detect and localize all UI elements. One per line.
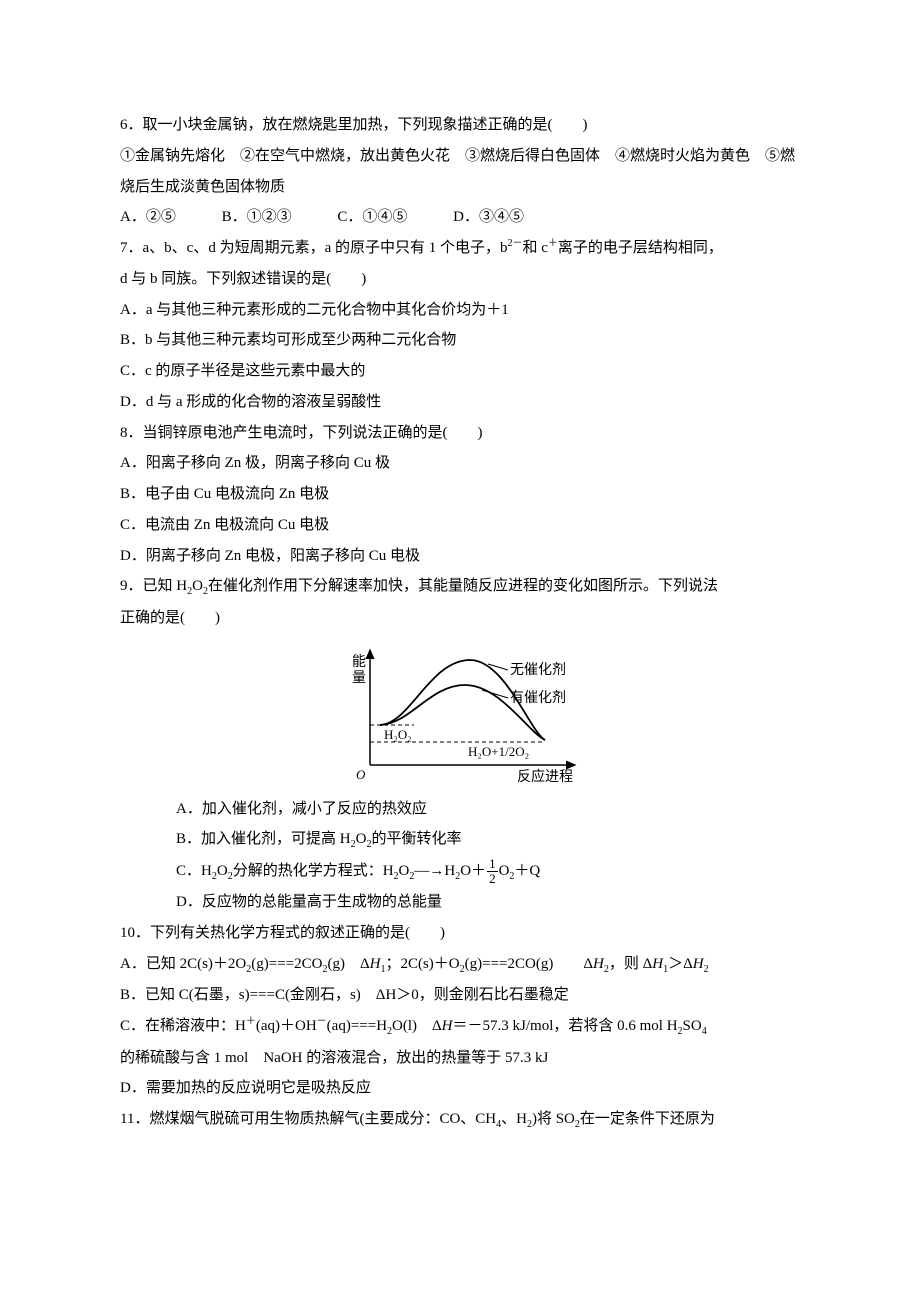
frac-n: 1 xyxy=(487,857,498,872)
q10A-sub7: 2 xyxy=(704,964,709,975)
q9-Cf: O＋ xyxy=(460,863,486,879)
q7-sup1: 2－ xyxy=(507,238,522,249)
q10-A: A．已知 2C(s)＋2O2(g)===2CO2(g) ΔH1；2C(s)＋O2… xyxy=(120,949,800,981)
q9-Ca: C．H xyxy=(176,863,212,879)
q11-c: )将 SO xyxy=(532,1111,575,1127)
q6-C: C．①④⑤ xyxy=(337,209,407,225)
svg-text:反应进程: 反应进程 xyxy=(517,768,573,785)
q9-Ch: ＋Q xyxy=(514,863,540,879)
svg-text:无催化剂: 无催化剂 xyxy=(510,662,566,678)
q10-Ac: (g) Δ xyxy=(327,956,369,972)
q9-s1c: 在催化剂作用下分解速率加快，其能量随反应进程的变化如图所示。下列说法 xyxy=(208,578,718,594)
q10C-sub3: 4 xyxy=(702,1026,707,1037)
q9-Cb: O xyxy=(217,863,228,879)
q10A-H1: H xyxy=(370,956,381,972)
q7-s1a: 7．a、b、c、d 为短周期元素，a 的原子中只有 1 个电子，b xyxy=(120,240,507,256)
q7-sup2: ＋ xyxy=(548,238,558,249)
q11-d: 在一定条件下还原为 xyxy=(580,1111,715,1127)
svg-text:量: 量 xyxy=(352,670,366,686)
q6-options: A．②⑤ B．①②③ C．①④⑤ D．③④⑤ xyxy=(120,202,800,233)
q10C-H: H xyxy=(442,1018,453,1034)
q10-D: D．需要加热的反应说明它是吸热反应 xyxy=(120,1073,800,1104)
q10C-sup2: － xyxy=(317,1016,327,1027)
q11-a: 11．燃煤烟气脱硫可用生物质热解气(主要成分：CO、CH xyxy=(120,1111,496,1127)
exam-page: 6．取一小块金属钠，放在燃烧匙里加热，下列现象描述正确的是( ) ①金属钠先熔化… xyxy=(0,0,920,1196)
energy-diagram-svg: 能量 无催化剂有催化剂 H₂O₂ H₂O+1/2O₂ O 反应进程 xyxy=(330,640,590,790)
q9-Ce: ―→H xyxy=(414,863,455,879)
q10-stem: 10．下列有关热化学方程式的叙述正确的是( ) xyxy=(120,918,800,949)
q6-stem: 6．取一小块金属钠，放在燃烧匙里加热，下列现象描述正确的是( ) xyxy=(120,110,800,141)
q7-D: D．d 与 a 形成的化合物的溶液呈弱酸性 xyxy=(120,387,800,418)
q10-Ae: (g)===2CO(g) Δ xyxy=(465,956,593,972)
q10-Ce: ＝－57.3 kJ/mol，若将含 0.6 mol H xyxy=(453,1018,678,1034)
q10-Cf: SO xyxy=(683,1018,702,1034)
q9-Bb: O xyxy=(356,831,367,847)
q10-Ab: (g)===2CO xyxy=(251,956,322,972)
q11-stem: 11．燃煤烟气脱硫可用生物质热解气(主要成分：CO、CH4、H2)将 SO2在一… xyxy=(120,1104,800,1136)
q9-B: B．加入催化剂，可提高 H2O2的平衡转化率 xyxy=(176,824,800,856)
q9-s1a: 9．已知 H xyxy=(120,578,187,594)
svg-text:有催化剂: 有催化剂 xyxy=(510,690,566,706)
q10-Ag: ＞Δ xyxy=(668,956,693,972)
q10A-H1b: H xyxy=(652,956,663,972)
q10-C-line1: C．在稀溶液中：H＋(aq)＋OH－(aq)===H2O(l) ΔH＝－57.3… xyxy=(120,1011,800,1043)
q9-Cd: O xyxy=(399,863,410,879)
svg-text:O: O xyxy=(356,767,366,782)
q9-C-frac: 12 xyxy=(487,857,498,885)
q6-A: A．②⑤ xyxy=(120,209,176,225)
q7-C: C．c 的原子半径是这些元素中最大的 xyxy=(120,356,800,387)
q7-A: A．a 与其他三种元素形成的二元化合物中其化合价均为＋1 xyxy=(120,295,800,326)
q10-Ca: C．在稀溶液中：H xyxy=(120,1018,246,1034)
q9-Cg: O xyxy=(499,863,510,879)
q9-stem-line2: 正确的是( ) xyxy=(120,603,800,634)
q10A-H2: H xyxy=(593,956,604,972)
q9-D: D．反应物的总能量高于生成物的总能量 xyxy=(176,887,800,918)
q6-enum: ①金属钠先熔化 ②在空气中燃烧，放出黄色火花 ③燃烧后得白色固体 ④燃烧时火焰为… xyxy=(120,141,800,203)
q9-Cc: 分解的热化学方程式：H xyxy=(233,863,394,879)
q10-Aa: A．已知 2C(s)＋2O xyxy=(120,956,246,972)
q10-Af: ，则 Δ xyxy=(609,956,652,972)
q7-s1c: 离子的电子层结构相同， xyxy=(558,240,723,256)
q10-Ad: ；2C(s)＋O xyxy=(385,956,459,972)
svg-text:能: 能 xyxy=(352,654,366,670)
q8-A: A．阳离子移向 Zn 极，阴离子移向 Cu 极 xyxy=(120,448,800,479)
q7-s1b: 和 c xyxy=(522,240,547,256)
frac-d: 2 xyxy=(487,872,498,886)
q9-A: A．加入催化剂，减小了反应的热效应 xyxy=(176,794,800,825)
svg-text:H₂O+1/2O₂: H₂O+1/2O₂ xyxy=(468,744,529,759)
q6-D: D．③④⑤ xyxy=(453,209,524,225)
q9-options: A．加入催化剂，减小了反应的热效应 B．加入催化剂，可提高 H2O2的平衡转化率… xyxy=(120,794,800,919)
q7-stem-line1: 7．a、b、c、d 为短周期元素，a 的原子中只有 1 个电子，b2－和 c＋离… xyxy=(120,233,800,264)
q9-diagram: 能量 无催化剂有催化剂 H₂O₂ H₂O+1/2O₂ O 反应进程 xyxy=(120,640,800,790)
q9-C: C．H2O2分解的热化学方程式：H2O2―→H2O＋12O2＋Q xyxy=(176,856,800,888)
q7-B: B．b 与其他三种元素均可形成至少两种二元化合物 xyxy=(120,325,800,356)
q10-Cd: O(l) Δ xyxy=(392,1018,442,1034)
q11-b: 、H xyxy=(501,1111,527,1127)
q9-stem-line1: 9．已知 H2O2在催化剂作用下分解速率加快，其能量随反应进程的变化如图所示。下… xyxy=(120,571,800,603)
q9-s1b: O xyxy=(192,578,203,594)
q10-Cb: (aq)＋OH xyxy=(256,1018,317,1034)
q10A-H2b: H xyxy=(693,956,704,972)
q10C-sup1: ＋ xyxy=(246,1016,256,1027)
q10-B: B．已知 C(石墨，s)===C(金刚石，s) ΔH＞0，则金刚石比石墨稳定 xyxy=(120,980,800,1011)
q8-D: D．阴离子移向 Zn 电极，阳离子移向 Cu 电极 xyxy=(120,541,800,572)
q6-B: B．①②③ xyxy=(222,209,292,225)
q10-Cc: (aq)===H xyxy=(327,1018,387,1034)
q9-Ba: B．加入催化剂，可提高 H xyxy=(176,831,351,847)
q8-B: B．电子由 Cu 电极流向 Zn 电极 xyxy=(120,479,800,510)
q7-stem-line2: d 与 b 同族。下列叙述错误的是( ) xyxy=(120,264,800,295)
svg-text:H₂O₂: H₂O₂ xyxy=(384,727,412,742)
q8-stem: 8．当铜锌原电池产生电流时，下列说法正确的是( ) xyxy=(120,418,800,449)
q8-C: C．电流由 Zn 电极流向 Cu 电极 xyxy=(120,510,800,541)
q9-Bc: 的平衡转化率 xyxy=(371,831,461,847)
q10-C-line2: 的稀硫酸与含 1 mol NaOH 的溶液混合，放出的热量等于 57.3 kJ xyxy=(120,1043,800,1074)
